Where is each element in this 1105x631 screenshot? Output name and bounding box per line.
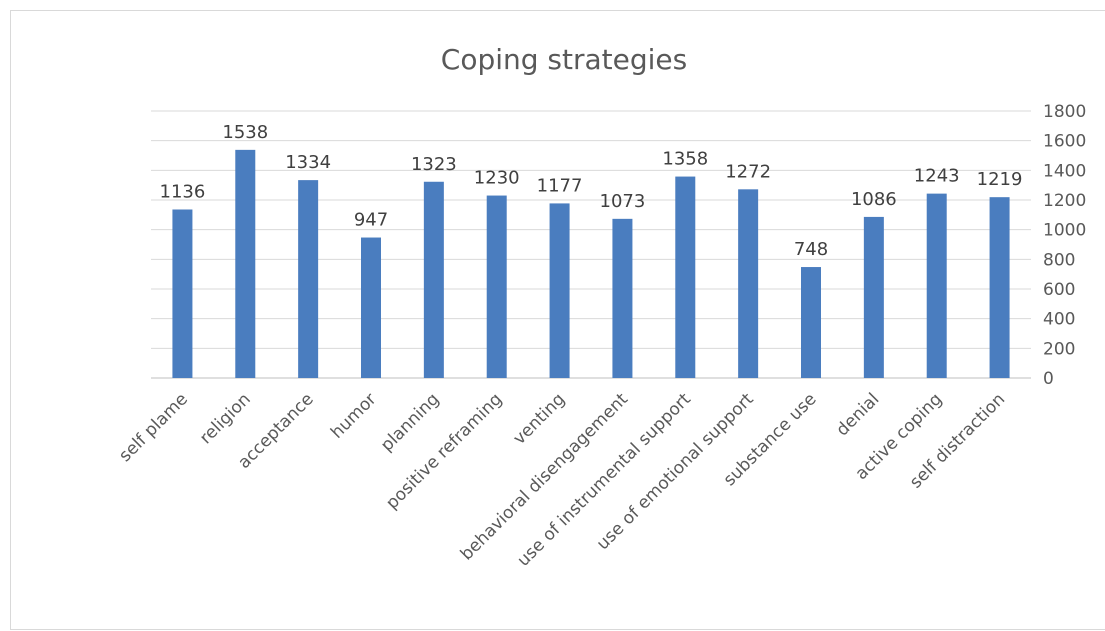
y-tick-label: 0 [1043,369,1054,389]
y-tick-label: 600 [1043,280,1075,300]
bar [612,218,633,378]
gridlines [151,110,1031,379]
category-label: denial [833,389,884,440]
y-tick-label: 400 [1043,310,1075,330]
data-label: 947 [354,210,388,231]
category-label: religion [196,389,255,448]
data-label: 1230 [474,168,520,189]
bar [172,209,193,378]
y-tick-label: 1200 [1043,191,1086,211]
category-label: positive reframing [382,389,506,513]
bar [863,216,884,378]
data-label: 1136 [160,181,206,202]
y-tick-label: 1600 [1043,132,1086,152]
bars [172,149,1010,378]
y-tick-label: 1000 [1043,221,1086,241]
y-tick-label: 200 [1043,339,1075,359]
data-label: 1177 [537,175,583,196]
data-label: 1272 [725,161,771,182]
data-labels: 1136 1538 1334 947 1323 1230 1177 1073 1358 1272 7… [160,122,1023,260]
y-tick-label: 1800 [1043,102,1086,122]
data-label: 1358 [662,149,708,170]
category-label: humor [327,389,380,442]
y-axis-tick-labels: 0 200 400 600 800 1000 1200 1400 1600 1800 [1043,102,1086,389]
bar [926,193,947,378]
bar [486,195,507,378]
bar [675,176,696,378]
category-label: venting [510,389,570,449]
data-label: 748 [794,239,828,260]
bar [989,197,1010,378]
bar [423,181,444,378]
category-label: planning [377,389,443,455]
data-label: 1073 [600,191,646,212]
bar [361,237,381,378]
bar-chart: Coping strategies 0 200 400 600 800 1000 1200 1… [115,43,1086,571]
y-tick-label: 1400 [1043,161,1086,181]
category-label: self plame [115,389,192,466]
chart-title: Coping strategies [441,43,687,76]
bar [549,203,570,378]
data-label: 1323 [411,154,457,175]
y-tick-label: 800 [1043,250,1075,270]
data-label: 1219 [977,169,1023,190]
data-label: 1243 [914,166,960,187]
chart-frame: Coping strategies 0 200 400 600 800 1000 1200 1… [10,10,1105,630]
bar [738,189,759,378]
bar [801,267,821,378]
data-label: 1086 [851,189,897,210]
data-label: 1334 [285,152,331,173]
bar [298,180,319,378]
bar [235,149,256,378]
data-label: 1538 [222,122,268,143]
